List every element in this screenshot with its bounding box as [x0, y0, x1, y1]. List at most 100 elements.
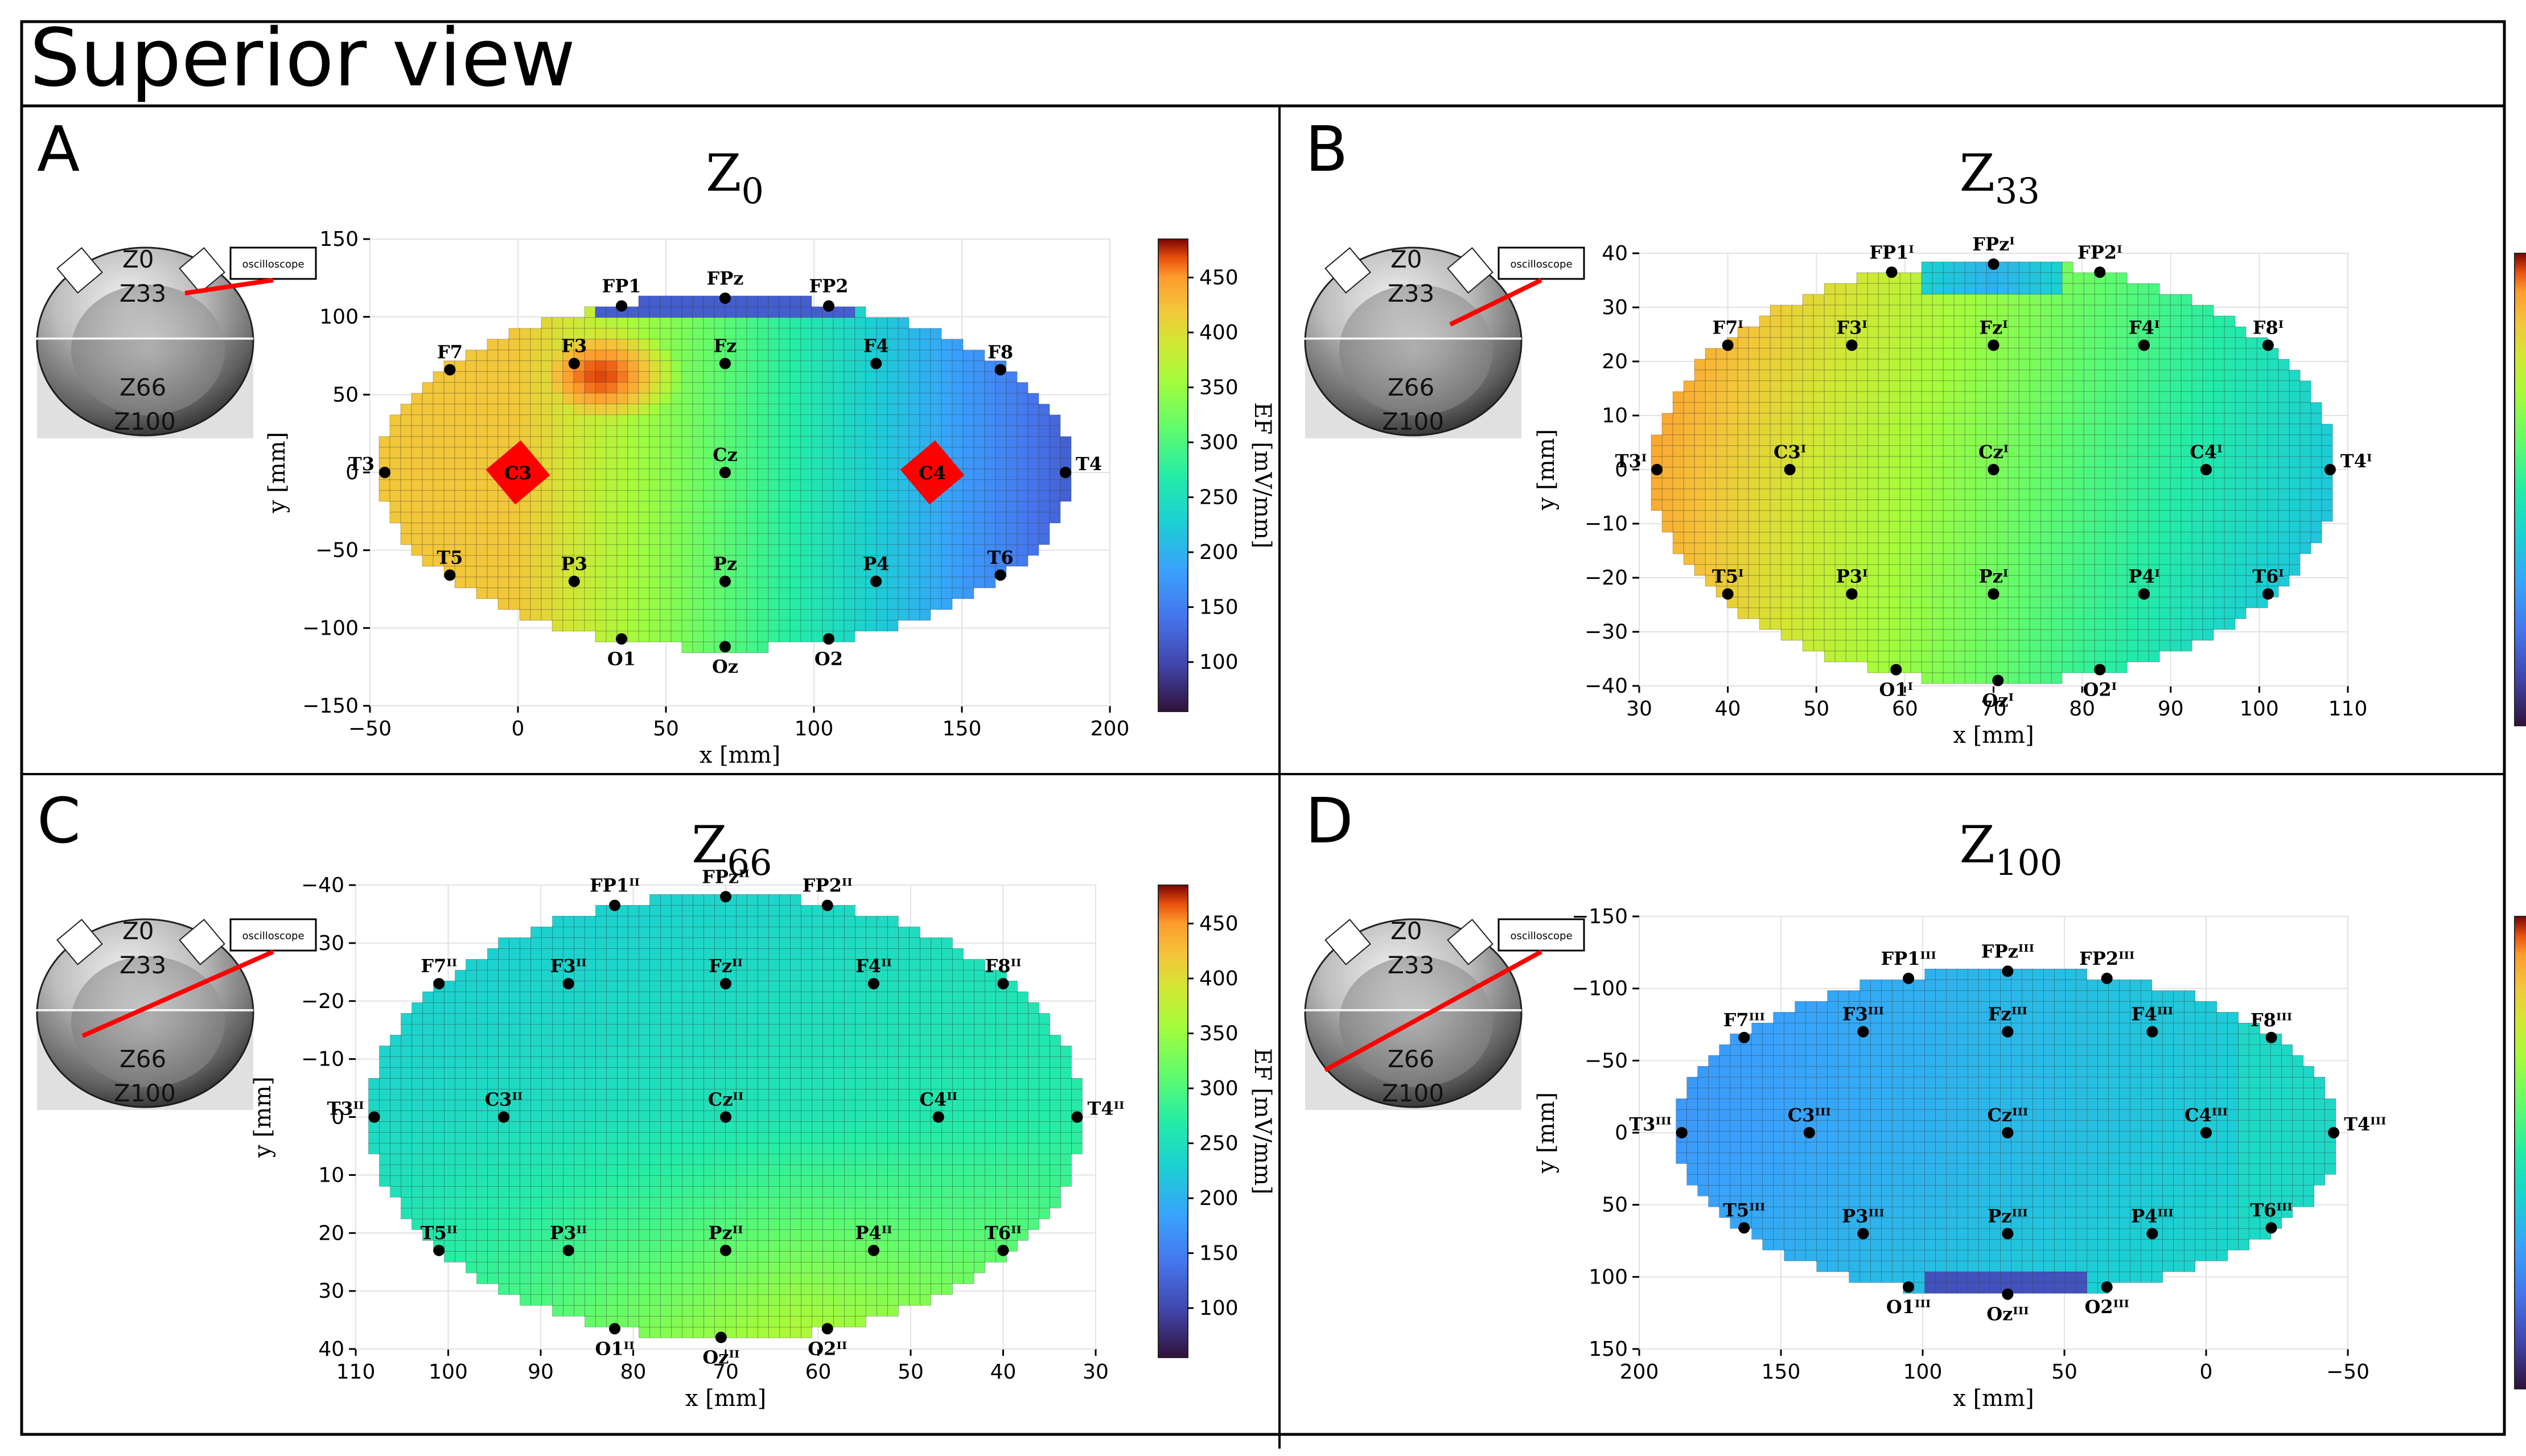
x-axis-label: x [mm]: [685, 1385, 766, 1412]
electrode-label: T6ᴵᴵ: [985, 1222, 1022, 1244]
electrode-label: FP1ᴵᴵ: [590, 875, 640, 896]
electrode-label: T4ᴵ: [2340, 450, 2372, 472]
probe-line: [81, 949, 274, 1038]
electrode-label: FP1: [602, 275, 641, 297]
electrode-marker: [2101, 972, 2113, 984]
electrode-marker: [823, 300, 834, 312]
y-tick-label: 0: [345, 461, 359, 484]
electrode-marker: [1738, 1031, 1750, 1043]
electrode-marker: [1992, 674, 2004, 686]
y-tick-label: −100: [1571, 977, 1628, 1001]
electrode-marker: [719, 357, 731, 369]
electrode-marker: [720, 891, 731, 903]
electrode-marker: [1988, 339, 2000, 351]
electrode-marker: [2094, 266, 2106, 278]
electrode-label: T5ᴵᴵ: [421, 1222, 458, 1244]
electrode-label: Oz: [712, 656, 738, 677]
electrode-label: F7ᴵᴵ: [421, 955, 457, 977]
electrode-label: Czᴵᴵ: [708, 1089, 743, 1110]
electrode-label: Pzᴵ: [1979, 566, 2009, 587]
x-tick-label: 80: [620, 1360, 647, 1384]
electrode-marker: [368, 1111, 380, 1123]
oscilloscope-label: oscilloscope: [1510, 930, 1572, 942]
electrode-marker: [868, 1244, 879, 1256]
x-tick-label: 40: [1715, 697, 1741, 721]
colorbar-tick-label: 450: [1199, 266, 1239, 290]
y-tick-label: 30: [318, 1280, 344, 1303]
electrode-label: T6ᴵ: [2252, 566, 2284, 587]
x-tick-label: 100: [429, 1360, 468, 1384]
x-tick-label: 70: [1981, 697, 2007, 721]
x-tick-label: 0: [512, 717, 525, 741]
colorbar-tick-label: 200: [1199, 1187, 1239, 1210]
x-tick-label: 110: [2328, 697, 2368, 721]
heatmap-mesh: [1651, 261, 2333, 684]
electrode-marker: [1651, 464, 1663, 475]
electrode-marker: [1738, 1222, 1750, 1234]
electrode-label: Pzᴵᴵ: [708, 1222, 743, 1244]
x-tick-label: −50: [348, 717, 392, 741]
y-tick-label: 30: [1602, 296, 1628, 319]
panel-A: A Z0 −50 0 50 100 150 200 150 100 50 0 −50 −100 −150 x …: [31, 113, 1276, 768]
electrode-label: O1ᴵᴵ: [595, 1338, 635, 1359]
colorbar-tick-label: 200: [1199, 541, 1239, 564]
y-tick-label: −30: [1585, 620, 1628, 644]
electrode-marker: [2200, 464, 2212, 475]
electrode-label: F8: [988, 342, 1013, 363]
inset-level-label: Z33: [120, 951, 166, 979]
y-tick-label: −50: [1585, 1049, 1628, 1072]
colorbar-tick-label: 150: [1199, 596, 1239, 619]
x-tick-label: 150: [1762, 1360, 1801, 1384]
inset-level-label: Z66: [120, 1045, 166, 1073]
x-tick-label: 80: [2069, 697, 2095, 721]
inset-electrode-icon: [1447, 247, 1494, 294]
electrode-label: F3ᴵᴵᴵ: [1842, 1003, 1884, 1025]
electrode-label: C3ᴵᴵᴵ: [1788, 1104, 1831, 1126]
electrode-label: F4ᴵ: [2129, 317, 2159, 339]
panel-letter: D: [1305, 784, 1353, 857]
electrode-label: T3ᴵᴵᴵ: [1629, 1113, 1671, 1135]
x-tick-label: 50: [2051, 1360, 2077, 1384]
electrode-marker: [1903, 1281, 1915, 1293]
electrode-marker: [2262, 339, 2274, 351]
electrode-label: FP2ᴵᴵ: [803, 875, 853, 896]
electrode-marker: [433, 1244, 445, 1256]
electrode-label: C3ᴵ: [1774, 441, 1806, 463]
electrode-marker: [994, 364, 1006, 376]
electrode-label: F7: [437, 342, 463, 363]
electrode-label: FPzᴵᴵᴵ: [1981, 940, 2034, 962]
y-tick-label: −100: [302, 616, 359, 640]
electrode-label: F8ᴵᴵᴵ: [2251, 1009, 2292, 1031]
electrode-label: P4ᴵ: [2128, 566, 2160, 587]
electrode-label: O1: [607, 648, 636, 669]
electrode-label: F3ᴵᴵ: [550, 955, 587, 977]
electrode-label: Czᴵ: [1978, 441, 2009, 463]
electrode-label: F8ᴵᴵ: [985, 955, 1022, 977]
electrode-label: F4ᴵᴵᴵ: [2132, 1003, 2173, 1025]
y-tick-label: 100: [1589, 1265, 1628, 1289]
x-tick-label: 40: [990, 1360, 1017, 1384]
electrode-marker: [1071, 1111, 1083, 1123]
x-tick-label: 50: [898, 1360, 924, 1384]
figure-frame: [20, 20, 2506, 1436]
colorbar-tick-label: 400: [1199, 321, 1239, 344]
panel-title: Z0: [706, 143, 764, 212]
electrode-label: Fzᴵ: [1979, 317, 2007, 339]
electrode-marker: [379, 467, 390, 478]
y-axis-label: y [mm]: [264, 432, 290, 513]
electrode-label: F8ᴵ: [2253, 317, 2284, 339]
panel-letter: A: [37, 113, 80, 186]
electrode-marker: [444, 569, 456, 581]
panel-letter: C: [37, 784, 81, 857]
electrode-marker: [720, 978, 731, 990]
colorbar-tick-label: 300: [1199, 1077, 1239, 1100]
electrode-marker: [1903, 972, 1915, 984]
x-tick-label: 100: [1903, 1360, 1943, 1384]
inset-level-label: Z33: [120, 279, 166, 307]
electrode-label: P3: [561, 553, 587, 574]
inset-electrode-icon: [1324, 247, 1371, 294]
electrode-label: Pz: [713, 553, 737, 574]
electrode-label: P3ᴵᴵ: [550, 1222, 587, 1244]
inset-electrode-icon: [1447, 919, 1494, 965]
